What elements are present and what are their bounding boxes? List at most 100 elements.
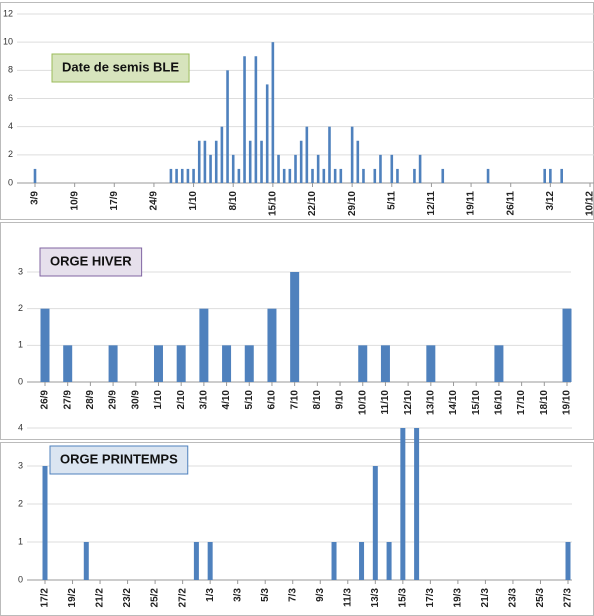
- bar: [254, 56, 258, 183]
- x-tick-label: 7/10: [289, 390, 300, 410]
- x-tick-label: 5/10: [244, 390, 255, 410]
- x-tick-label: 19/2: [67, 588, 78, 608]
- x-tick-label: 19/3: [453, 588, 464, 608]
- bar: [203, 140, 207, 183]
- x-tick-label: 19/10: [562, 390, 573, 415]
- bar: [322, 168, 326, 183]
- y-tick-label: 12: [3, 8, 13, 18]
- y-tick-label: 2: [8, 149, 13, 159]
- x-tick-label: 10/9: [69, 191, 80, 211]
- y-tick-label: 3: [18, 266, 23, 276]
- chart-title: ORGE HIVER: [50, 253, 132, 268]
- bar: [267, 308, 277, 382]
- x-tick-label: 27/2: [177, 588, 188, 608]
- x-tick-label: 7/3: [287, 588, 298, 602]
- bar: [379, 154, 382, 183]
- y-tick-label: 8: [8, 65, 13, 75]
- bar: [265, 84, 269, 183]
- x-tick-label: 19/11: [466, 191, 477, 216]
- bar: [222, 345, 232, 382]
- bar: [231, 154, 235, 183]
- bar: [288, 168, 292, 183]
- y-tick-label: 6: [8, 93, 13, 103]
- y-tick-label: 10: [3, 37, 13, 47]
- x-tick-label: 1/3: [205, 588, 216, 602]
- bar: [333, 168, 337, 183]
- bar: [543, 168, 546, 183]
- y-tick-label: 2: [18, 303, 23, 313]
- x-tick-label: 27/9: [62, 390, 73, 410]
- bar: [260, 140, 263, 183]
- bar: [400, 428, 406, 580]
- x-tick-label: 16/10: [494, 390, 505, 415]
- x-tick-label: 11/3: [342, 588, 353, 607]
- y-tick-label: 4: [8, 121, 13, 131]
- bar: [328, 126, 331, 183]
- bar: [207, 542, 213, 580]
- x-tick-label: 23/3: [508, 588, 519, 608]
- x-tick-label: 4/10: [221, 390, 232, 410]
- bar: [396, 168, 399, 183]
- x-tick-label: 14/10: [448, 390, 459, 415]
- x-tick-label: 15/10: [267, 191, 278, 216]
- bar: [42, 466, 48, 580]
- bar: [390, 154, 394, 183]
- bar: [271, 42, 275, 183]
- x-tick-label: 10/10: [357, 390, 368, 415]
- title-box: [51, 53, 190, 83]
- x-tick-label: 13/3: [370, 588, 381, 608]
- x-tick-label: 9/10: [335, 390, 346, 410]
- bar: [356, 140, 360, 183]
- x-tick-label: 3/9: [30, 191, 41, 205]
- bar: [299, 140, 303, 183]
- x-tick-label: 8/10: [228, 191, 239, 211]
- bar: [331, 542, 337, 580]
- bar: [277, 154, 280, 183]
- bar: [244, 345, 254, 382]
- x-tick-label: 18/10: [539, 390, 550, 415]
- bar: [108, 345, 118, 382]
- x-tick-label: 10/12: [585, 191, 594, 216]
- bar: [311, 168, 314, 183]
- bar: [83, 542, 89, 580]
- x-tick-label: 5/3: [260, 588, 271, 602]
- chart-title: Date de semis BLE: [62, 59, 179, 74]
- x-tick-label: 17/2: [40, 588, 51, 608]
- bar: [192, 168, 195, 183]
- bar: [220, 126, 224, 183]
- x-tick-label: 24/9: [149, 191, 160, 211]
- bar: [248, 140, 252, 183]
- x-tick-label: 17/9: [109, 191, 120, 211]
- bar: [243, 56, 246, 183]
- bar: [373, 168, 377, 183]
- bar: [199, 308, 209, 382]
- bar: [562, 308, 572, 382]
- x-tick-label: 29/10: [347, 191, 358, 216]
- y-tick-label: 0: [18, 376, 23, 386]
- bar: [180, 168, 184, 183]
- bar: [414, 428, 420, 580]
- x-tick-label: 17/3: [425, 588, 436, 608]
- y-tick-label: 1: [18, 340, 23, 350]
- x-tick-label: 27/3: [563, 588, 574, 608]
- x-tick-label: 21/2: [95, 588, 106, 608]
- x-tick-label: 15/10: [471, 390, 482, 415]
- x-tick-label: 21/3: [480, 588, 491, 608]
- x-tick-label: 25/2: [150, 588, 161, 608]
- y-tick-label: 0: [8, 177, 13, 187]
- bar: [193, 542, 199, 580]
- title-box: [39, 247, 143, 277]
- x-tick-label: 3/3: [232, 588, 243, 602]
- bar: [380, 345, 390, 382]
- bar: [494, 345, 504, 382]
- x-tick-label: 29/9: [108, 390, 119, 410]
- bar: [186, 168, 190, 183]
- bar: [413, 168, 416, 183]
- x-tick-label: 6/10: [267, 390, 278, 410]
- x-tick-label: 12/11: [426, 191, 437, 216]
- bar: [237, 168, 241, 183]
- x-tick-label: 11/10: [380, 390, 391, 415]
- bar: [426, 345, 436, 382]
- bar: [358, 345, 368, 382]
- x-tick-label: 15/3: [397, 588, 408, 608]
